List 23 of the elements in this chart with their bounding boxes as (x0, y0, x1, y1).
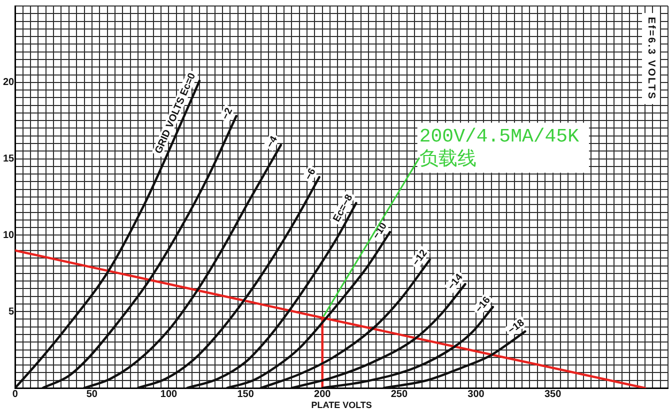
text: −12 (410, 248, 430, 268)
x-axis-title: PLATE VOLTS (311, 400, 372, 410)
x-tick-label: 150 (237, 388, 254, 400)
x-tick-label: 200 (314, 388, 332, 400)
y-tick-label: 10 (3, 230, 15, 241)
x-tick-label: 50 (86, 388, 98, 400)
text: −18 (506, 317, 527, 336)
y-tick-label: 20 (3, 77, 15, 88)
text: −10 (370, 220, 390, 242)
text: −14 (446, 272, 466, 292)
x-tick-label: 350 (544, 388, 562, 400)
y-tick-label: 15 (3, 154, 15, 165)
text: −2 (220, 106, 236, 122)
x-tick-label: 0 (12, 388, 18, 400)
y-tick-label: 5 (8, 306, 15, 318)
annotation: 200V/4.5MA/45K 负载线 (419, 126, 580, 171)
x-tick-label: 100 (160, 388, 178, 400)
text: −6 (303, 166, 319, 182)
x-tick-label: 250 (390, 388, 408, 400)
text: −4 (264, 134, 280, 150)
x-tick-label: 300 (468, 388, 485, 400)
annotation: Ef=6.3 VOLTS (645, 17, 656, 100)
text: −16 (474, 294, 494, 316)
